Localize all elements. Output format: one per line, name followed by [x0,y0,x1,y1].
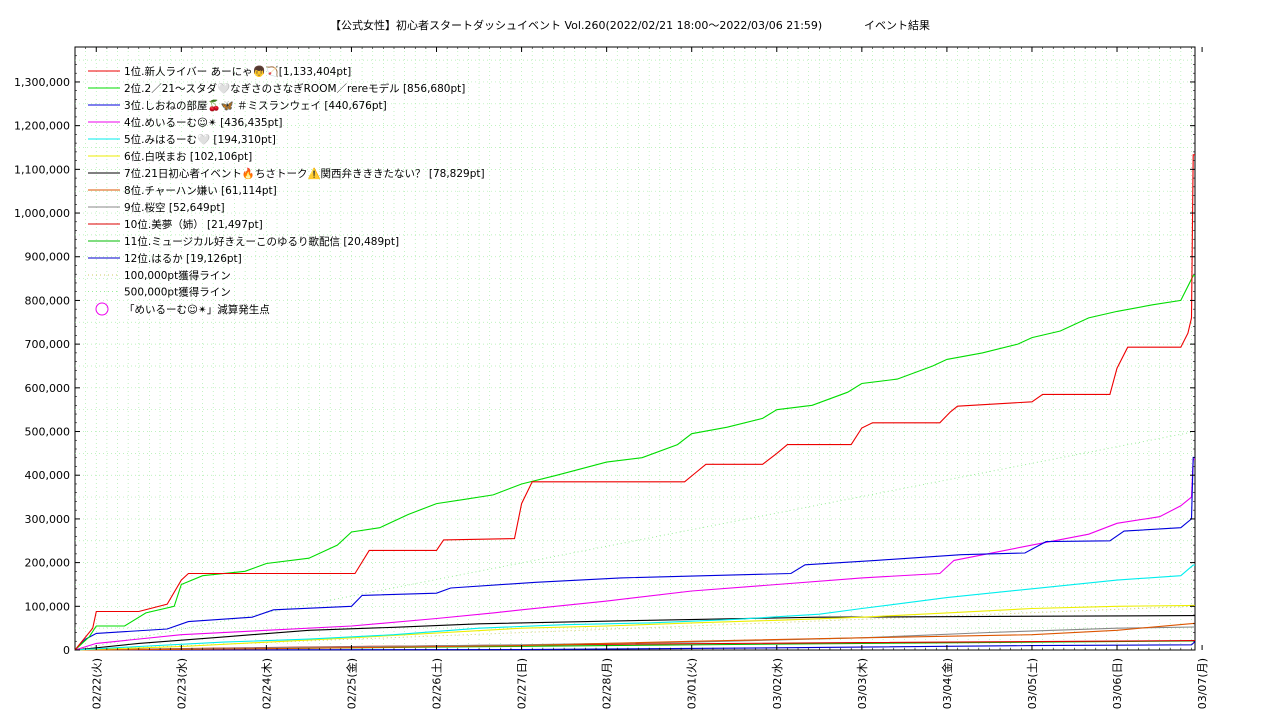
legend-entry: 100,000pt獲得ライン [124,269,231,282]
legend-entry: 4位.めいるーむ☺✴ [436,435pt] [124,116,283,129]
y-tick-label: 100,000 [25,600,71,613]
series-line [74,564,1195,651]
legend-entry: 6位.白咲まお [102,106pt] [124,150,252,163]
y-tick-label: 500,000 [25,426,71,439]
legend-marker [95,302,109,316]
series-line [74,615,1196,651]
legend: 1位.新人ライバー あーにゃ👦🏹[1,133,404pt] 2位.2／21〜スタダ… [88,65,485,316]
legend-entry: 3位.しおねの部屋🍒🦋 ＃ミスランウェイ [440,676pt] [124,99,387,112]
reference-line [74,605,1196,651]
axes: 0 100,000 200,000 300,000 400,000 500,000 600,… [14,47,1209,709]
chart-subtitle: イベント結果 [864,18,930,32]
legend-entry: 5位.みはるーむ🤍 [194,310pt] [124,133,276,146]
legend-entry: 10位.美夢（姉） [21,497pt] [124,218,263,231]
x-tick-label: 02/28(月) [601,658,614,709]
x-tick-label: 02/22(火) [90,658,103,709]
y-tick-label: 1,000,000 [14,207,70,220]
y-tick-label: 0 [63,644,70,657]
y-tick-label: 600,000 [25,382,71,395]
y-tick-label: 800,000 [25,294,71,307]
chart-title: 【公式女性】初心者スタートダッシュイベント Vol.260(2022/02/21… [330,18,822,32]
y-tick-label: 400,000 [25,469,71,482]
y-tick-label: 200,000 [25,557,71,570]
legend-entry: 9位.桜空 [52,649pt] [124,201,225,214]
x-tick-label: 03/02(水) [771,658,784,709]
y-tick-label: 900,000 [25,251,71,264]
series-line [74,604,1196,651]
legend-entry: 12位.はるか [19,126pt] [124,252,242,265]
x-tick-label: 03/03(木) [856,658,869,709]
y-tick-label: 700,000 [25,338,71,351]
legend-entry: 7位.21日初心者イベント🔥ちさトーク⚠️関西弁きききたない？ [78,829p… [124,167,485,180]
series-line [74,154,1195,651]
x-tick-label: 02/27(日) [516,658,529,709]
legend-entry: 「めいるーむ☺✴」減算発生点 [124,303,270,316]
legend-entry: 2位.2／21〜スタダ🤍なぎさのさなぎROOM／rereモデル [856,680… [124,82,465,95]
x-tick-label: 02/25(金) [344,658,358,709]
x-tick-label: 03/05(土) [1026,658,1039,709]
x-tick-label: 03/04(金) [940,658,954,709]
grid [75,47,1195,650]
x-tick-label: 03/01(火) [686,658,699,709]
series-line [74,275,1195,651]
x-tick-label: 03/07(月) [1196,658,1209,709]
reference-lines [74,431,1196,651]
y-tick-label: 1,200,000 [14,120,70,133]
y-tick-label: 300,000 [25,513,71,526]
y-tick-label: 1,100,000 [14,163,70,176]
legend-entry: 500,000pt獲得ライン [124,286,231,299]
x-tick-label: 02/23(水) [175,658,188,709]
y-tick-label: 1,300,000 [14,76,70,89]
legend-entry: 8位.チャーハン嫌い [61,114pt] [124,184,277,197]
x-tick-label: 02/26(土) [431,658,444,709]
legend-entry: 11位.ミュージカル好きえーこのゆるり歌配信 [20,489pt] [124,235,399,248]
legend-entry: 1位.新人ライバー あーにゃ👦🏹[1,133,404pt] [124,65,351,78]
series-line [74,458,1195,651]
series-line [74,456,1195,651]
x-tick-label: 03/06(日) [1111,658,1124,709]
series-lines [74,154,1196,651]
x-tick-label: 02/24(木) [260,658,273,709]
